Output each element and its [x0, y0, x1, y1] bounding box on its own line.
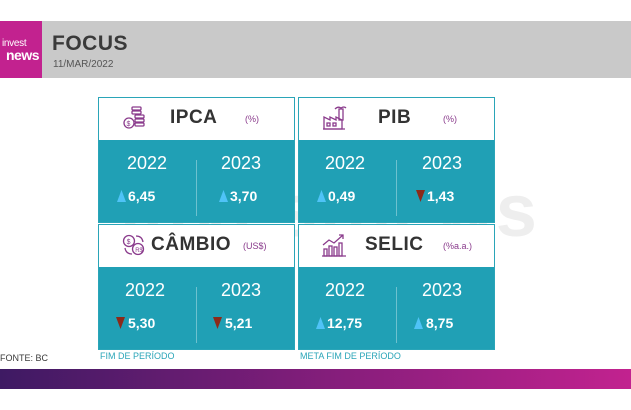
card-selic: SELIC (%a.a.) 2022 2023 12,75 8,75 — [298, 224, 495, 350]
divider — [196, 287, 197, 343]
forecast-value: 3,70 — [230, 188, 258, 204]
card-unit: (%a.a.) — [443, 241, 473, 251]
logo-line-1: invest — [2, 38, 27, 49]
forecast-value: 8,75 — [426, 315, 454, 331]
card-pib: PIB (%) 2022 2023 0,49 1,43 — [298, 97, 495, 223]
page-title: FOCUS — [52, 32, 128, 55]
card-unit: (%) — [245, 114, 259, 124]
card-values: 2022 2023 12,75 8,75 — [299, 267, 494, 349]
forecast-value: 5,21 — [225, 315, 253, 331]
year-label: 2023 — [221, 153, 262, 173]
card-values: 2022 2023 6,45 3,70 — [99, 140, 294, 222]
svg-text:$: $ — [127, 121, 131, 128]
svg-text:R$: R$ — [135, 248, 143, 254]
year-label: 2022 — [127, 153, 168, 173]
footer-gradient-band — [0, 369, 631, 389]
card-values: 2022 2023 0,49 1,43 — [299, 140, 494, 222]
year-label: 2023 — [422, 153, 463, 173]
forecast-value: 6,45 — [128, 188, 156, 204]
forecast-value: 0,49 — [328, 188, 356, 204]
year-label: 2022 — [325, 153, 366, 173]
page-date: 11/MAR/2022 — [53, 59, 114, 70]
card-title: CÂMBIO — [151, 234, 232, 255]
card-header: $ IPCA (%) — [99, 98, 294, 140]
year-label: 2023 — [221, 280, 262, 300]
logo-line-2: news — [6, 47, 40, 63]
year-label: 2022 — [125, 280, 166, 300]
divider — [196, 160, 197, 216]
source-note: FONTE: BC — [0, 353, 49, 363]
forecast-value: 12,75 — [327, 315, 363, 331]
forecast-value: 1,43 — [427, 188, 455, 204]
card-title: SELIC — [365, 234, 424, 255]
arrow-down-icon — [116, 317, 125, 329]
brand-logo: invest news — [0, 21, 42, 78]
arrow-up-icon — [414, 317, 423, 329]
card-header: SELIC (%a.a.) — [299, 225, 494, 267]
card-title: IPCA — [170, 107, 218, 128]
year-label: 2023 — [422, 280, 463, 300]
cambio-footnote: FIM DE PERÍODO — [100, 351, 175, 361]
card-values: 2022 2023 5,30 5,21 — [99, 267, 294, 349]
svg-text:$: $ — [127, 239, 131, 246]
card-title: PIB — [378, 107, 412, 128]
chart-growth-icon — [322, 234, 346, 257]
card-header: PIB (%) — [299, 98, 494, 140]
arrow-up-icon — [219, 190, 228, 202]
year-label: 2022 — [325, 280, 366, 300]
arrow-down-icon — [213, 317, 222, 329]
selic-footnote: META FIM DE PERÍODO — [300, 351, 401, 361]
currency-exchange-icon: $ R$ — [122, 234, 145, 256]
card-header: $ R$ CÂMBIO (US$) — [99, 225, 294, 267]
divider — [396, 160, 397, 216]
card-unit: (US$) — [243, 241, 267, 251]
arrow-up-icon — [317, 190, 326, 202]
divider — [396, 287, 397, 343]
card-cambio: $ R$ CÂMBIO (US$) 2022 2023 5,30 5,21 — [98, 224, 295, 350]
arrow-down-icon — [416, 190, 425, 202]
arrow-up-icon — [316, 317, 325, 329]
header-bar: invest news FOCUS 11/MAR/2022 — [0, 21, 631, 78]
arrow-up-icon — [117, 190, 126, 202]
card-unit: (%) — [443, 114, 457, 124]
coins-icon: $ — [123, 106, 145, 129]
card-ipca: $ IPCA (%) 2022 2023 6,45 3,70 — [98, 97, 295, 223]
factory-icon — [323, 106, 347, 130]
forecast-value: 5,30 — [128, 315, 156, 331]
